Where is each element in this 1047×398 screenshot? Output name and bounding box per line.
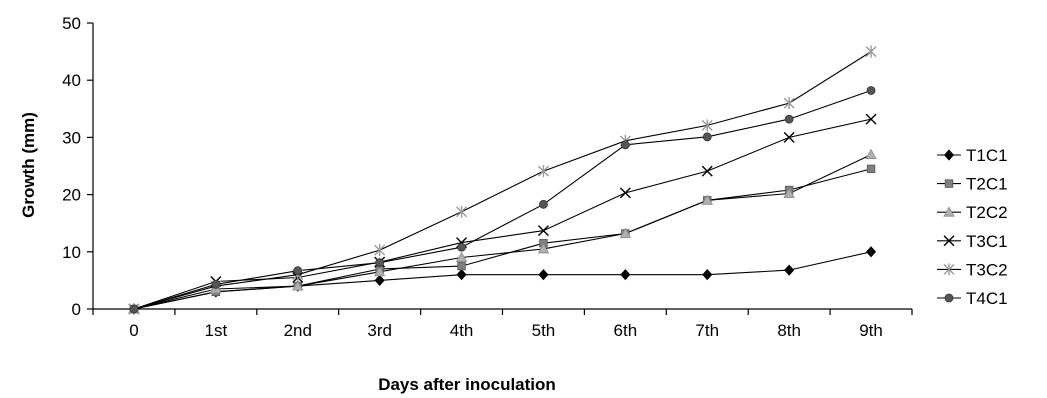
point-t2c2 (373, 265, 386, 277)
legend-label-t4c1: T4C1 (966, 289, 1008, 308)
legend-item-t2c1: T2C1 (937, 175, 1008, 194)
x-axis-title: Days after inoculation (378, 375, 556, 394)
point-t3c2 (537, 165, 549, 178)
legend: T1C1 T2C1 T2C2 T3C1 T3C2 T4C1 (937, 146, 1008, 308)
y-tick-label: 0 (72, 300, 81, 319)
point-t3c2 (701, 119, 713, 132)
legend-marker-t3c2 (943, 263, 955, 276)
y-tick-label: 30 (62, 128, 81, 147)
legend-label-t2c1: T2C1 (966, 175, 1008, 194)
legend-marker-t2c1 (944, 179, 954, 188)
point-t4c1 (784, 114, 794, 124)
point-t2c2 (701, 194, 713, 205)
point-t1c1 (374, 274, 385, 286)
point-t1c1 (620, 269, 631, 281)
point-t3c1 (865, 113, 877, 125)
legend-label-t3c2: T3C2 (966, 260, 1008, 279)
legend-label-t2c2: T2C2 (966, 203, 1008, 222)
y-tick-label: 20 (62, 186, 81, 205)
point-t3c2 (865, 45, 877, 58)
point-t4c1 (539, 199, 548, 209)
series-line-t2c1 (133, 168, 872, 310)
point-t1c1 (702, 269, 713, 281)
y-axis-title: Growth (mm) (19, 112, 38, 218)
legend-item-t1c1: T1C1 (937, 146, 1008, 165)
legend-item-t3c1: T3C1 (937, 232, 1008, 251)
legend-marker-t3c1 (943, 235, 955, 247)
x-tick-label: 4th (450, 321, 474, 340)
legend-marker-t4c1 (944, 293, 954, 303)
point-t2c2 (455, 251, 468, 262)
point-t4c1 (866, 86, 876, 95)
x-tick-label: 2nd (284, 321, 312, 340)
series-line-t4c1 (133, 89, 872, 310)
point-t3c1 (619, 187, 631, 199)
y-axis-ticks: 0 10 20 30 40 50 (62, 14, 93, 319)
point-t4c1 (375, 258, 385, 268)
legend-label-t3c1: T3C1 (966, 232, 1008, 251)
point-t2c1 (457, 261, 466, 271)
point-t4c1 (620, 140, 630, 150)
x-tick-label: 9th (859, 321, 883, 340)
point-t1c1 (784, 264, 795, 276)
point-t2c2 (783, 187, 795, 198)
point-t2c2 (292, 280, 304, 291)
x-tick-label: 8th (777, 321, 801, 340)
x-tick-label: 7th (695, 321, 719, 340)
y-tick-label: 40 (62, 71, 81, 90)
x-tick-label: 6th (614, 321, 638, 340)
y-tick-label: 50 (62, 14, 81, 33)
point-t2c2 (865, 148, 877, 159)
point-t4c1 (129, 304, 139, 314)
point-t1c1 (866, 246, 877, 258)
legend-item-t3c2: T3C2 (937, 260, 1008, 279)
legend-label-t1c1: T1C1 (966, 146, 1008, 165)
point-t2c1 (866, 164, 876, 174)
point-t2c2 (537, 243, 550, 254)
x-tick-label: 0 (129, 321, 138, 340)
point-t2c2 (619, 227, 632, 238)
legend-marker-t2c2 (943, 206, 955, 217)
legend-item-t2c2: T2C2 (937, 203, 1008, 222)
point-t4c1 (702, 132, 712, 142)
series-markers (128, 45, 877, 315)
point-t1c1 (456, 269, 467, 281)
x-tick-label: 3rd (367, 321, 392, 340)
point-t3c1 (537, 225, 549, 237)
x-tick-label: 1st (205, 321, 228, 340)
point-t4c1 (211, 280, 221, 289)
point-t4c1 (457, 242, 466, 252)
point-t3c2 (456, 205, 468, 218)
series-line-t3c2 (133, 51, 872, 310)
point-t3c1 (701, 165, 713, 177)
x-axis-ticks: 0 1st 2nd 3rd 4th 5th 6th 7th 8th 9th (92, 309, 913, 340)
point-t3c2 (374, 244, 386, 257)
series-lines (133, 51, 872, 310)
series-line-t2c2 (133, 154, 872, 310)
point-t4c1 (293, 266, 303, 276)
legend-item-t4c1: T4C1 (937, 289, 1008, 308)
y-tick-label: 10 (62, 243, 81, 262)
series-line-t3c1 (133, 118, 872, 310)
point-t1c1 (538, 269, 549, 281)
point-t3c1 (783, 131, 795, 143)
legend-marker-t1c1 (943, 149, 955, 161)
x-tick-label: 5th (532, 321, 556, 340)
point-t3c2 (783, 97, 795, 110)
